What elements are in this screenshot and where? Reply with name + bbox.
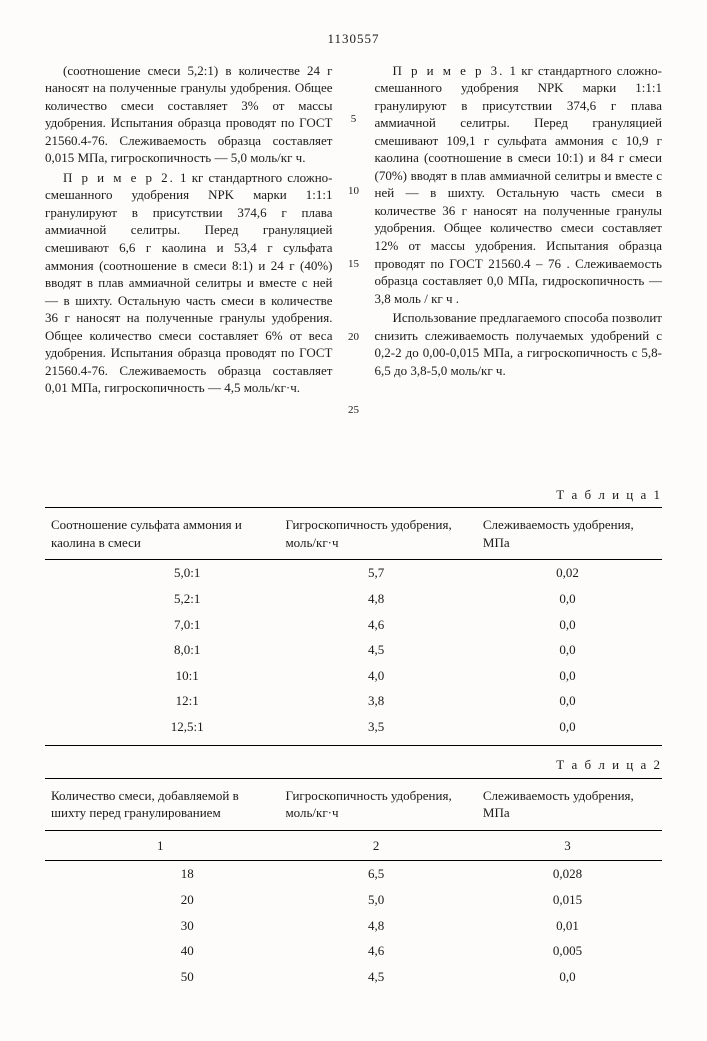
cell: 0,0 [477, 637, 662, 663]
line-mark: 20 [348, 330, 359, 345]
left-column: (соотношение смеси 5,2:1) в количестве 2… [45, 62, 333, 476]
table-2: Количество смеси, добавляемой в шихту пе… [45, 778, 662, 995]
page-number: 1130557 [45, 30, 662, 48]
table-row: 8,0:14,50,0 [45, 637, 662, 663]
cell: 0,0 [477, 586, 662, 612]
cell: 18 [45, 861, 279, 887]
cell: 4,8 [279, 913, 476, 939]
cell: 3,5 [279, 714, 476, 746]
cell: 12,5:1 [45, 714, 279, 746]
t1-h3: Слеживаемость удобрения, МПа [477, 508, 662, 560]
t2-sub3: 3 [477, 830, 662, 861]
t1-h2: Гигроскопичность удобрения, моль/кг·ч [279, 508, 476, 560]
cell: 12:1 [45, 688, 279, 714]
text-columns: (соотношение смеси 5,2:1) в количестве 2… [45, 62, 662, 476]
table-row: 12,5:13,50,0 [45, 714, 662, 746]
cell: 4,6 [279, 612, 476, 638]
cell: 5,0:1 [45, 560, 279, 586]
cell: 7,0:1 [45, 612, 279, 638]
left-p2-body: 1 кг стандартного сложно-смешанного удоб… [45, 170, 333, 396]
table1-label: Т а б л и ц а 1 [45, 486, 662, 504]
table-row: 5,2:14,80,0 [45, 586, 662, 612]
table2-body: 186,50,028 205,00,015 304,80,01 404,60,0… [45, 861, 662, 995]
cell: 0,028 [477, 861, 662, 887]
cell: 0,0 [477, 688, 662, 714]
table2-label: Т а б л и ц а 2 [45, 756, 662, 774]
cell: 4,8 [279, 586, 476, 612]
cell: 0,01 [477, 913, 662, 939]
cell: 0,0 [477, 964, 662, 996]
table-row: 205,00,015 [45, 887, 662, 913]
right-p1-body: 1 кг стандартного сложно-смешанного удоб… [375, 63, 663, 306]
table1-body: 5,0:15,70,02 5,2:14,80,0 7,0:14,60,0 8,0… [45, 560, 662, 746]
cell: 10:1 [45, 663, 279, 689]
table-row: 10:14,00,0 [45, 663, 662, 689]
example3-lead: П р и м е р 3. [393, 63, 505, 78]
cell: 8,0:1 [45, 637, 279, 663]
left-p2: П р и м е р 2. 1 кг стандартного сложно-… [45, 169, 333, 397]
t2-sub1: 1 [45, 830, 279, 861]
cell: 20 [45, 887, 279, 913]
line-mark: 25 [348, 403, 359, 418]
cell: 5,2:1 [45, 586, 279, 612]
t1-h1: Соотношение сульфата аммония и каолина в… [45, 508, 279, 560]
left-p1: (соотношение смеси 5,2:1) в количестве 2… [45, 62, 333, 167]
cell: 50 [45, 964, 279, 996]
table-row: 12:13,80,0 [45, 688, 662, 714]
cell: 0,015 [477, 887, 662, 913]
t2-h2: Гигроскопичность удобрения, моль/кг·ч [279, 778, 476, 830]
table-row: 7,0:14,60,0 [45, 612, 662, 638]
cell: 40 [45, 938, 279, 964]
table-row: 304,80,01 [45, 913, 662, 939]
right-column: П р и м е р 3. 1 кг стандартного сложно-… [375, 62, 663, 476]
table-row: 404,60,005 [45, 938, 662, 964]
cell: 3,8 [279, 688, 476, 714]
right-p1: П р и м е р 3. 1 кг стандартного сложно-… [375, 62, 663, 308]
line-mark: 10 [348, 184, 359, 199]
cell: 0,0 [477, 663, 662, 689]
cell: 5,0 [279, 887, 476, 913]
line-mark: 15 [348, 257, 359, 272]
line-mark: 5 [351, 112, 357, 127]
cell: 0,005 [477, 938, 662, 964]
table2-subheader-row: 1 2 3 [45, 830, 662, 861]
cell: 30 [45, 913, 279, 939]
table-row: 186,50,028 [45, 861, 662, 887]
table2-header-row: Количество смеси, добавляемой в шихту пе… [45, 778, 662, 830]
table1-header-row: Соотношение сульфата аммония и каолина в… [45, 508, 662, 560]
cell: 4,5 [279, 964, 476, 996]
cell: 0,0 [477, 612, 662, 638]
cell: 0,0 [477, 714, 662, 746]
line-number-gutter: 5 10 15 20 25 [345, 62, 363, 476]
cell: 0,02 [477, 560, 662, 586]
table-1: Соотношение сульфата аммония и каолина в… [45, 507, 662, 746]
cell: 6,5 [279, 861, 476, 887]
t2-sub2: 2 [279, 830, 476, 861]
cell: 4,0 [279, 663, 476, 689]
table-row: 504,50,0 [45, 964, 662, 996]
cell: 5,7 [279, 560, 476, 586]
t2-h3: Слеживаемость удобрения, МПа [477, 778, 662, 830]
table-row: 5,0:15,70,02 [45, 560, 662, 586]
right-p2: Использование предлагаемого способа позв… [375, 309, 663, 379]
t2-h1: Количество смеси, добавляемой в шихту пе… [45, 778, 279, 830]
example2-lead: П р и м е р 2. [63, 170, 175, 185]
cell: 4,6 [279, 938, 476, 964]
cell: 4,5 [279, 637, 476, 663]
